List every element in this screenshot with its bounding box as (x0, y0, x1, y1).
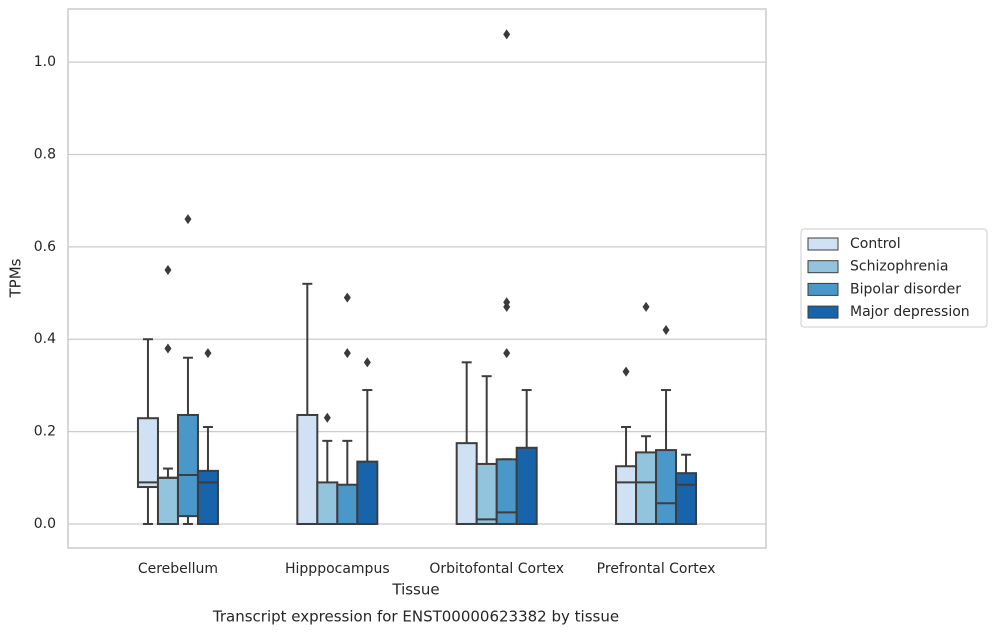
plot-frame (67, 8, 767, 549)
legend-swatch (807, 282, 839, 296)
legend-swatch (807, 305, 839, 319)
y-tick-label: 0.6 (34, 239, 56, 255)
box (196, 469, 219, 525)
outlier (204, 348, 212, 359)
outlier (343, 292, 351, 303)
box (655, 449, 678, 525)
box (136, 417, 159, 489)
legend-swatch (807, 260, 839, 274)
box (296, 413, 319, 525)
box (156, 476, 179, 525)
x-tick-label: Hipppocampus (285, 561, 390, 577)
box (336, 483, 359, 525)
outlier (662, 324, 670, 335)
x-tick-label: Prefrontal Cortex (597, 561, 716, 577)
x-tick-label: Cerebellum (138, 561, 218, 577)
outlier (164, 343, 172, 354)
box (455, 442, 478, 525)
outlier (343, 348, 351, 359)
outlier (642, 301, 650, 312)
outlier (622, 366, 630, 377)
legend-frame (800, 228, 988, 328)
y-tick-label: 1.0 (34, 54, 56, 70)
legend-label: Bipolar disorder (850, 281, 961, 297)
box (515, 446, 538, 525)
box (635, 451, 658, 525)
box (316, 481, 339, 525)
outlier (503, 301, 511, 312)
box (356, 460, 379, 525)
y-tick-label: 0.0 (34, 516, 56, 532)
legend-swatch (807, 237, 839, 251)
outlier (503, 348, 511, 359)
y-axis-label: TPMs (7, 258, 25, 298)
legend-label: Schizophrenia (850, 259, 948, 275)
outlier (164, 264, 172, 275)
box (475, 462, 498, 525)
box (615, 465, 638, 525)
box (675, 472, 698, 525)
x-axis-label: Tissue (391, 581, 439, 599)
y-tick-label: 0.4 (34, 331, 56, 347)
y-tick-label: 0.8 (34, 146, 56, 162)
outlier (503, 29, 511, 40)
outlier (363, 357, 371, 368)
box (495, 458, 518, 525)
box (176, 413, 199, 518)
y-tick-label: 0.2 (34, 424, 56, 440)
x-tick-label: Orbitofontal Cortex (429, 561, 564, 577)
legend-label: Major depression (850, 304, 970, 320)
outlier (184, 214, 192, 225)
chart-title: Transcript expression for ENST0000062338… (212, 608, 619, 626)
legend-label: Control (850, 236, 901, 252)
outlier (323, 412, 331, 423)
